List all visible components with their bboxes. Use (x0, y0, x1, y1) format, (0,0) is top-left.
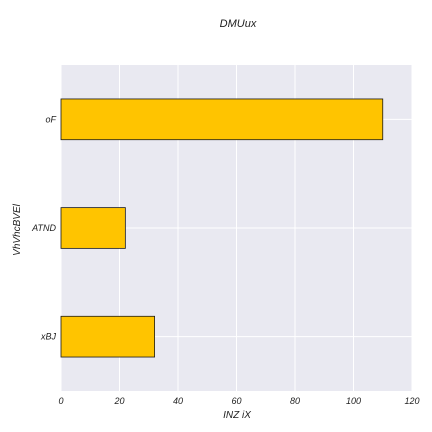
x-tick-label: 20 (113, 396, 124, 406)
chart-title: DMUux (220, 18, 257, 30)
x-tick-label: 0 (58, 396, 63, 406)
bars (60, 98, 384, 358)
bar-of (60, 98, 384, 141)
bar-atnd (60, 207, 126, 249)
x-tick-label: 80 (290, 396, 300, 406)
x-tick-label: 120 (404, 396, 419, 406)
x-axis-label: INZ iX (223, 410, 251, 421)
y-tick-label: xBJ (40, 332, 57, 342)
bar-xbj (60, 315, 155, 358)
y-tick-label: oF (45, 114, 56, 124)
x-tick-label: 40 (173, 396, 183, 406)
y-axis-ticks: oF ATND xBJ (31, 114, 56, 341)
x-axis-ticks: 0 20 40 60 80 100 120 (58, 396, 419, 406)
x-tick-label: 100 (346, 396, 361, 406)
y-tick-label: ATND (31, 223, 56, 233)
x-tick-label: 60 (231, 396, 241, 406)
y-axis-label: VhVhcBVEl (12, 203, 23, 255)
